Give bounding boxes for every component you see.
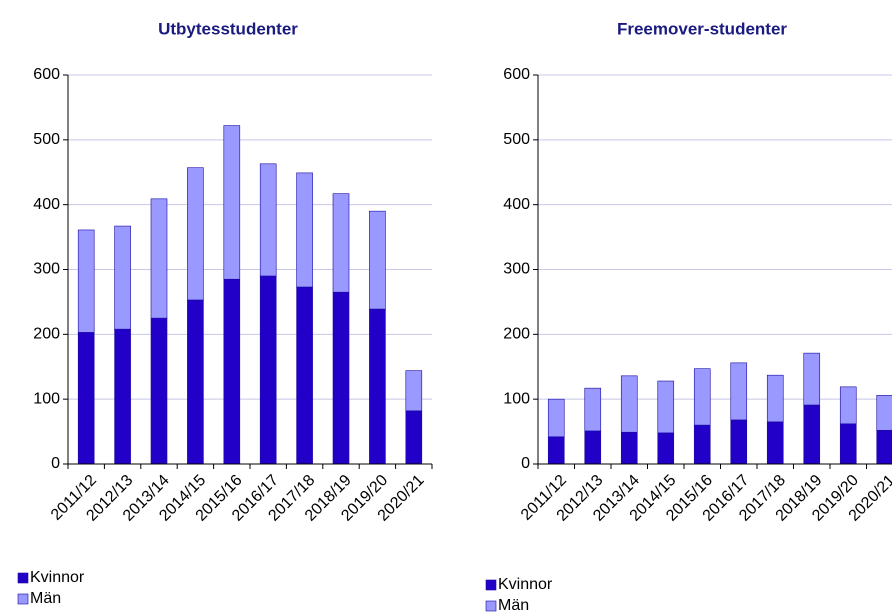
legend-label: Kvinnor bbox=[30, 569, 85, 586]
bar bbox=[730, 362, 748, 421]
legend-swatch bbox=[485, 579, 497, 591]
y-tick-label: 0 bbox=[51, 455, 60, 472]
bar bbox=[693, 368, 711, 426]
bar bbox=[766, 374, 784, 423]
bar bbox=[150, 317, 168, 465]
bar bbox=[332, 193, 350, 293]
bar bbox=[296, 286, 313, 465]
bar bbox=[584, 430, 602, 465]
bar bbox=[369, 308, 386, 465]
bar bbox=[187, 299, 204, 465]
bar bbox=[657, 432, 675, 465]
y-tick-label: 600 bbox=[33, 66, 60, 83]
y-tick-label: 200 bbox=[503, 326, 530, 343]
y-tick-label: 100 bbox=[503, 390, 530, 407]
bar bbox=[223, 278, 241, 465]
bar bbox=[114, 328, 131, 465]
y-tick-label: 400 bbox=[33, 196, 60, 213]
bar bbox=[369, 210, 386, 310]
bar bbox=[693, 424, 711, 465]
bar bbox=[803, 352, 821, 406]
bar bbox=[584, 387, 602, 432]
bar bbox=[77, 332, 95, 465]
y-tick-label: 600 bbox=[503, 66, 530, 83]
bar bbox=[114, 225, 131, 330]
bar bbox=[766, 421, 784, 465]
bar bbox=[839, 386, 857, 425]
y-tick-label: 300 bbox=[33, 261, 60, 278]
legend-swatch bbox=[17, 572, 29, 584]
y-tick-label: 500 bbox=[503, 131, 530, 148]
bar bbox=[187, 167, 204, 301]
bar bbox=[296, 172, 313, 288]
chart-title: Freemover-studenter bbox=[617, 19, 787, 38]
bar bbox=[259, 163, 277, 277]
y-tick-label: 500 bbox=[33, 131, 60, 148]
bar bbox=[876, 429, 892, 465]
y-tick-label: 0 bbox=[521, 455, 530, 472]
y-tick-label: 200 bbox=[33, 326, 60, 343]
legend-swatch bbox=[17, 593, 29, 605]
bar bbox=[547, 398, 565, 438]
y-tick-label: 400 bbox=[503, 196, 530, 213]
bar bbox=[620, 431, 638, 465]
bar bbox=[77, 229, 95, 333]
bar bbox=[730, 419, 748, 465]
bar bbox=[223, 125, 241, 280]
bar bbox=[150, 198, 168, 319]
y-tick-label: 100 bbox=[33, 390, 60, 407]
bar bbox=[657, 380, 675, 434]
y-tick-label: 300 bbox=[503, 261, 530, 278]
legend-label: Män bbox=[30, 590, 61, 607]
bar bbox=[803, 404, 821, 465]
chart-title: Utbytesstudenter bbox=[158, 19, 298, 38]
bar bbox=[620, 375, 638, 433]
bar bbox=[259, 275, 277, 465]
legend-label: Män bbox=[498, 597, 529, 614]
bar bbox=[839, 423, 857, 465]
bar bbox=[405, 370, 423, 412]
bar bbox=[876, 394, 892, 431]
bar bbox=[547, 436, 565, 465]
bar bbox=[332, 291, 350, 465]
legend-label: Kvinnor bbox=[498, 576, 553, 593]
bar bbox=[405, 410, 423, 465]
legend-swatch bbox=[485, 600, 497, 612]
